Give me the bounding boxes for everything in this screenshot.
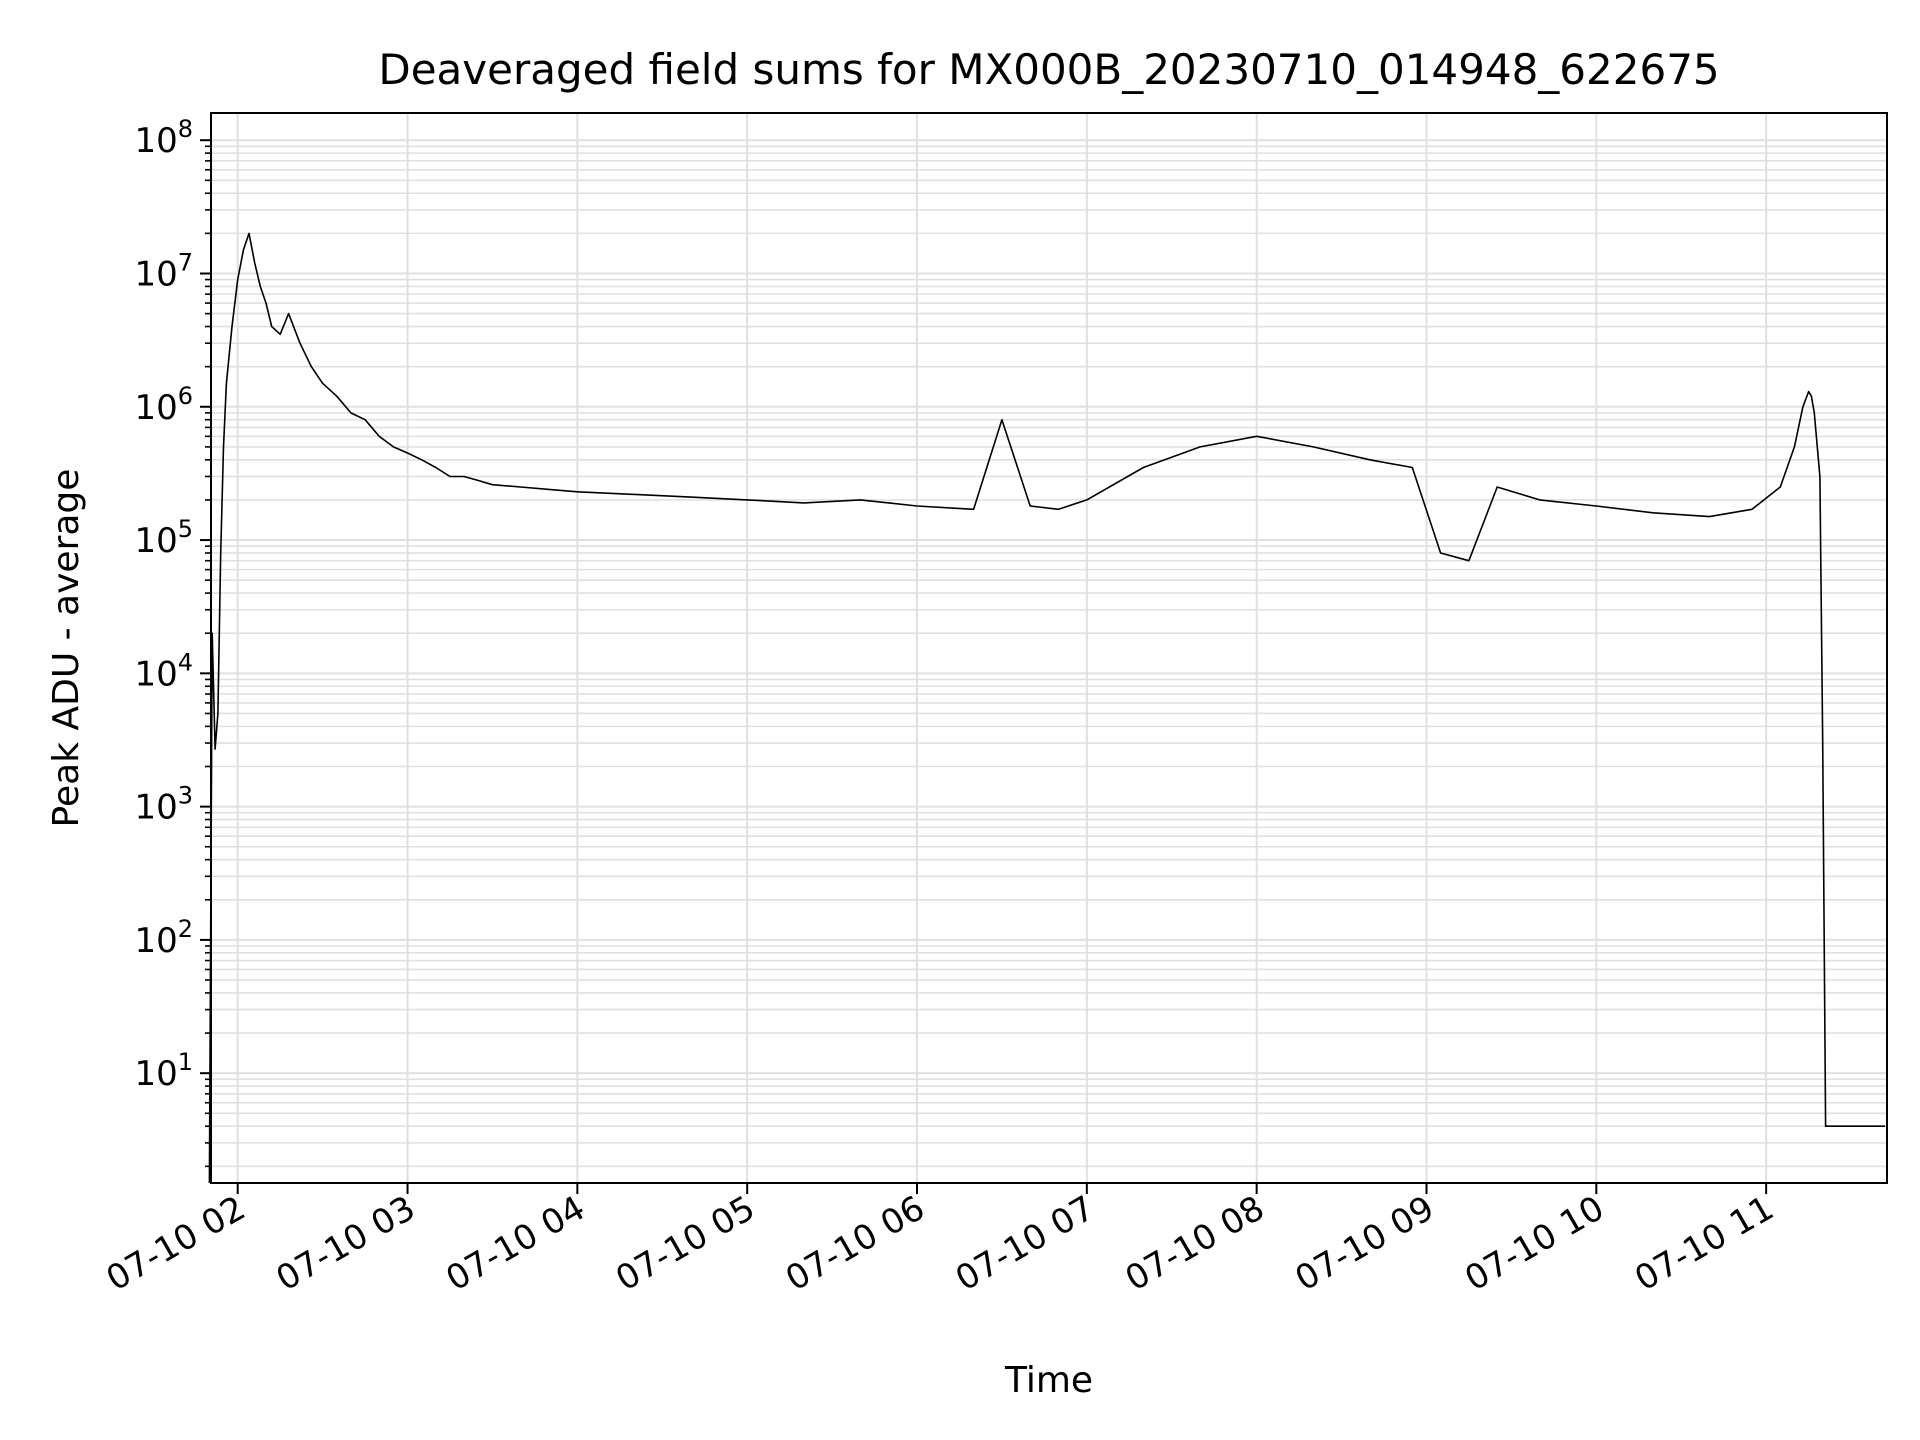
y-tick-exponent: 8 (178, 115, 193, 143)
y-tick-label: 106 (134, 382, 193, 428)
y-tick-base: 10 (134, 921, 177, 961)
y-tick-exponent: 2 (178, 915, 193, 943)
y-tick-label: 104 (134, 648, 193, 694)
y-tick-exponent: 7 (178, 248, 193, 276)
y-axis-label: Peak ADU - average (46, 469, 87, 828)
chart-title: Deaveraged field sums for MX000B_2023071… (378, 45, 1719, 94)
plot-frame (210, 112, 1888, 1184)
y-tick-base: 10 (134, 654, 177, 694)
series-line (208, 232, 1885, 1184)
y-tick-label: 101 (134, 1048, 193, 1094)
y-tick-base: 10 (134, 388, 177, 428)
y-tick-exponent: 5 (178, 515, 193, 543)
grid-lines (211, 113, 1887, 1183)
y-tick-exponent: 1 (178, 1048, 193, 1076)
y-tick-label: 102 (134, 915, 193, 961)
y-tick-exponent: 3 (178, 782, 193, 810)
y-tick-exponent: 6 (178, 382, 193, 410)
y-tick-base: 10 (134, 254, 177, 294)
y-tick-base: 10 (134, 121, 177, 161)
y-tick-label: 105 (134, 515, 193, 561)
y-tick-label: 107 (134, 248, 193, 294)
x-axis-label: Time (1004, 1360, 1093, 1401)
y-tick-base: 10 (134, 788, 177, 828)
y-tick-base: 10 (134, 1054, 177, 1094)
y-tick-base: 10 (134, 521, 177, 561)
y-tick-label: 103 (134, 782, 193, 828)
y-tick-label: 108 (134, 115, 193, 161)
y-tick-exponent: 4 (178, 648, 193, 676)
series-line-group (208, 232, 1885, 1184)
